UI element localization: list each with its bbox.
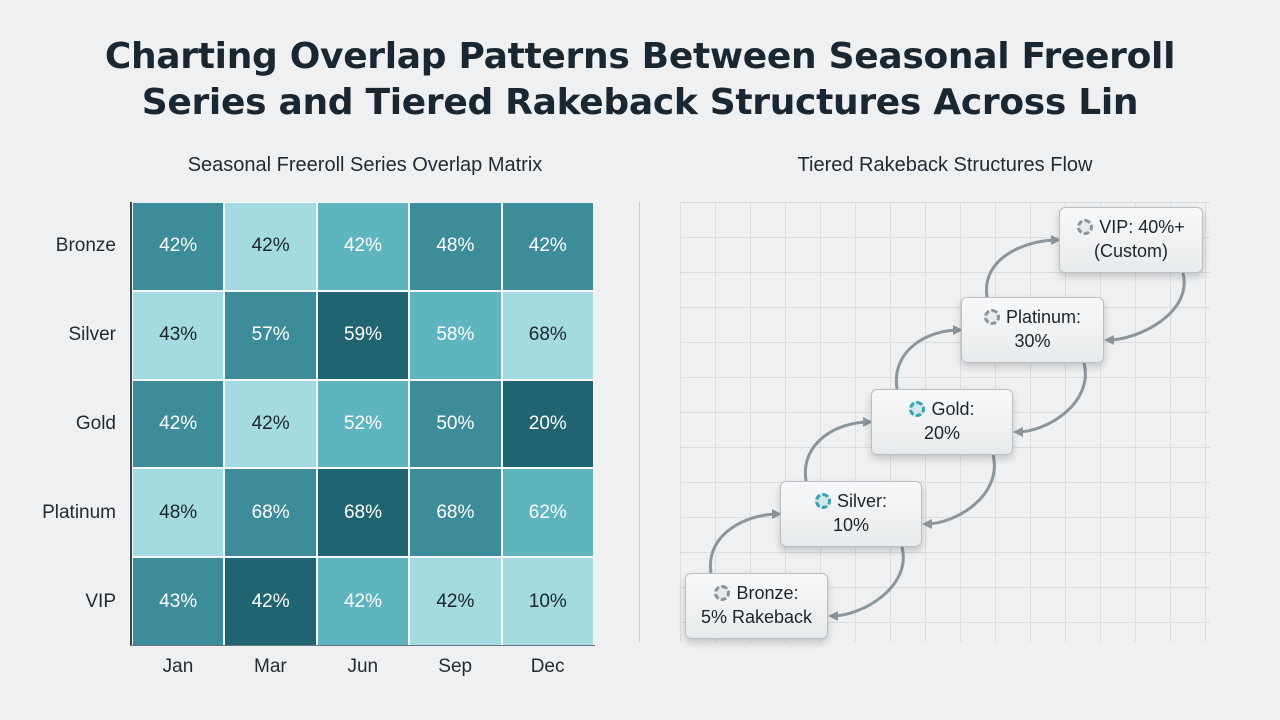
poker-chip-icon: [909, 401, 926, 417]
tier-rate: 20%: [923, 423, 961, 443]
heatmap-cell: 42%: [132, 379, 225, 469]
heatmap-cell: 48%: [409, 202, 502, 291]
tier-label: Platinum:: [962, 305, 1103, 329]
heatmap-cell: 42%: [316, 202, 410, 291]
heatmap-cell: 57%: [224, 290, 317, 380]
flow-arrow: [922, 454, 996, 529]
chart-main-title: Charting Overlap Patterns Between Season…: [0, 34, 1280, 126]
poker-chip-icon: [714, 585, 731, 601]
heatmap-cell: 62%: [501, 468, 594, 558]
heatmap-cell: 59%: [316, 290, 410, 380]
heatmap-row-label: Gold: [75, 413, 116, 434]
heatmap-column-label: Sep: [438, 656, 473, 677]
heatmap-cell: 68%: [501, 290, 594, 380]
heatmap-cell: 43%: [132, 557, 225, 646]
tier-label: Gold:: [872, 397, 1012, 421]
heatmap-cell: 42%: [224, 379, 317, 469]
flow-arrow: [709, 509, 782, 574]
heatmap-column-label: Mar: [254, 656, 287, 677]
heatmap-column-label: Jan: [162, 656, 194, 677]
flow-arrow: [1013, 362, 1087, 437]
heatmap-cell: 42%: [316, 557, 410, 646]
overlap-heatmap: 42% 42% 42% 48% 42% 43% 57% 59% 58% 68% 42% 42% 52% 5…: [132, 202, 594, 646]
flow-arrow: [828, 546, 905, 621]
tier-rate: 30%: [1014, 331, 1051, 351]
heatmap-x-axis: [130, 645, 595, 646]
heatmap-cell: 42%: [224, 557, 317, 646]
heatmap-cell: 42%: [132, 202, 225, 291]
flow-title: Tiered Rakeback Structures Flow: [797, 154, 1093, 176]
heatmap-row-label: Bronze: [55, 235, 116, 257]
heatmap-cell: 52%: [316, 379, 410, 469]
flow-arrow: [1104, 272, 1186, 345]
tier-box: Gold: 20%: [871, 389, 1013, 455]
tier-label: Silver:: [781, 489, 921, 513]
heatmap-y-axis: [130, 202, 132, 646]
title-line-2: Series and Tiered Rakeback Structures Ac…: [141, 82, 1139, 123]
poker-chip-icon: [1077, 219, 1094, 235]
heatmap-cell: 43%: [132, 290, 225, 380]
heatmap-row-label: Platinum: [42, 501, 116, 523]
heatmap-cell: 42%: [224, 202, 317, 291]
tier-box: Bronze: 5% Rakeback: [685, 573, 828, 639]
heatmap-cell: 58%: [409, 290, 502, 380]
tier-rate: 5% Rakeback: [700, 607, 813, 627]
heatmap-cell: 10%: [501, 557, 594, 646]
heatmap-cell: 68%: [316, 468, 410, 558]
tier-label: VIP: 40%+: [1060, 215, 1202, 239]
heatmap-column-label: Jun: [347, 656, 379, 677]
poker-chip-icon: [983, 309, 1000, 325]
panel-divider: [639, 202, 640, 642]
heatmap-cell: 68%: [409, 468, 502, 558]
heatmap-row-label: Silver: [68, 324, 116, 346]
flow-arrow: [803, 417, 873, 482]
tier-box: Silver: 10%: [780, 481, 922, 547]
title-line-1: Charting Overlap Patterns Between Season…: [104, 36, 1176, 77]
poker-chip-icon: [814, 493, 831, 509]
tier-label: Bronze:: [686, 581, 827, 605]
tier-rate: 10%: [832, 515, 870, 535]
tier-rate: (Custom): [1093, 241, 1168, 261]
heatmap-row-label: VIP: [85, 590, 116, 612]
heatmap-column-label: Dec: [530, 656, 565, 677]
heatmap-title: Seasonal Freeroll Series Overlap Matrix: [187, 154, 543, 176]
heatmap-cell: 20%: [501, 379, 594, 469]
heatmap-cell: 42%: [409, 557, 502, 646]
tier-box: VIP: 40%+ (Custom): [1059, 207, 1203, 273]
flow-arrow: [985, 235, 1061, 298]
heatmap-cell: 48%: [132, 468, 225, 558]
flow-arrow: [894, 325, 963, 390]
heatmap-cell: 50%: [409, 379, 502, 469]
tier-box: Platinum: 30%: [961, 297, 1104, 363]
heatmap-cell: 42%: [501, 202, 594, 291]
heatmap-cell: 68%: [224, 468, 317, 558]
